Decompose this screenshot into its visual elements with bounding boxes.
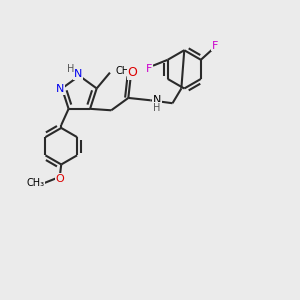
Text: H: H [67, 64, 74, 74]
Text: N: N [74, 69, 82, 79]
Text: N: N [153, 95, 161, 105]
Text: F: F [212, 41, 218, 51]
Text: CH₃: CH₃ [26, 178, 44, 188]
Text: N: N [56, 84, 64, 94]
Text: F: F [146, 64, 153, 74]
Text: O: O [56, 174, 64, 184]
Text: H: H [153, 103, 160, 112]
Text: O: O [127, 66, 137, 79]
Text: CH₃: CH₃ [116, 66, 134, 76]
